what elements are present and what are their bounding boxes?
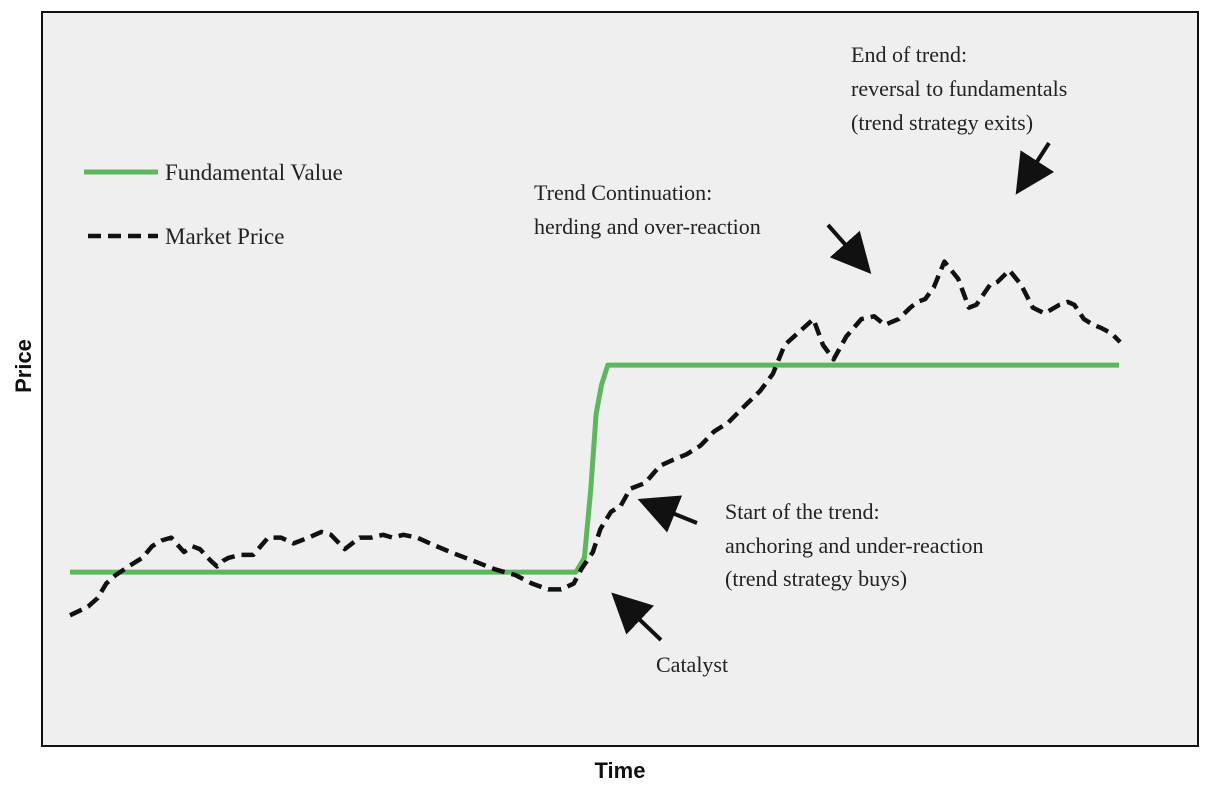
annotation-catalyst-arrow (611, 592, 663, 642)
annotation-catalyst: Catalyst (611, 592, 728, 677)
series-line-fundamental-value (70, 362, 1119, 575)
annotation-end-of-trend: End of trend: reversal to fundamentals (… (851, 42, 1067, 195)
annotation-end-line-1: End of trend: (851, 42, 967, 67)
annotation-end-line-3: (trend strategy exits) (851, 110, 1033, 135)
annotation-end-arrow (1015, 141, 1055, 195)
annotation-start-line-1: Start of the trend: (725, 499, 880, 524)
legend-label-fundamental-value: Fundamental Value (165, 160, 343, 185)
annotation-start-line-3: (trend strategy buys) (725, 566, 907, 591)
annotation-trend-continuation: Trend Continuation: herding and over-rea… (534, 180, 872, 274)
legend: Fundamental Value Market Price (84, 160, 343, 249)
annotation-start-arrow (637, 495, 698, 533)
annotation-continuation-arrow (826, 223, 872, 274)
annotation-start-line-2: anchoring and under-reaction (725, 533, 984, 558)
series-line-market-price (69, 259, 1122, 618)
annotation-start-of-trend: Start of the trend: anchoring and under-… (637, 495, 984, 591)
y-axis-label: Price (11, 339, 36, 393)
annotation-continuation-line-1: Trend Continuation: (534, 180, 712, 205)
annotation-continuation-line-2: herding and over-reaction (534, 214, 761, 239)
annotation-catalyst-line-1: Catalyst (656, 652, 728, 677)
x-axis-label: Time (595, 758, 646, 783)
annotation-end-line-2: reversal to fundamentals (851, 76, 1067, 101)
legend-label-market-price: Market Price (165, 224, 284, 249)
